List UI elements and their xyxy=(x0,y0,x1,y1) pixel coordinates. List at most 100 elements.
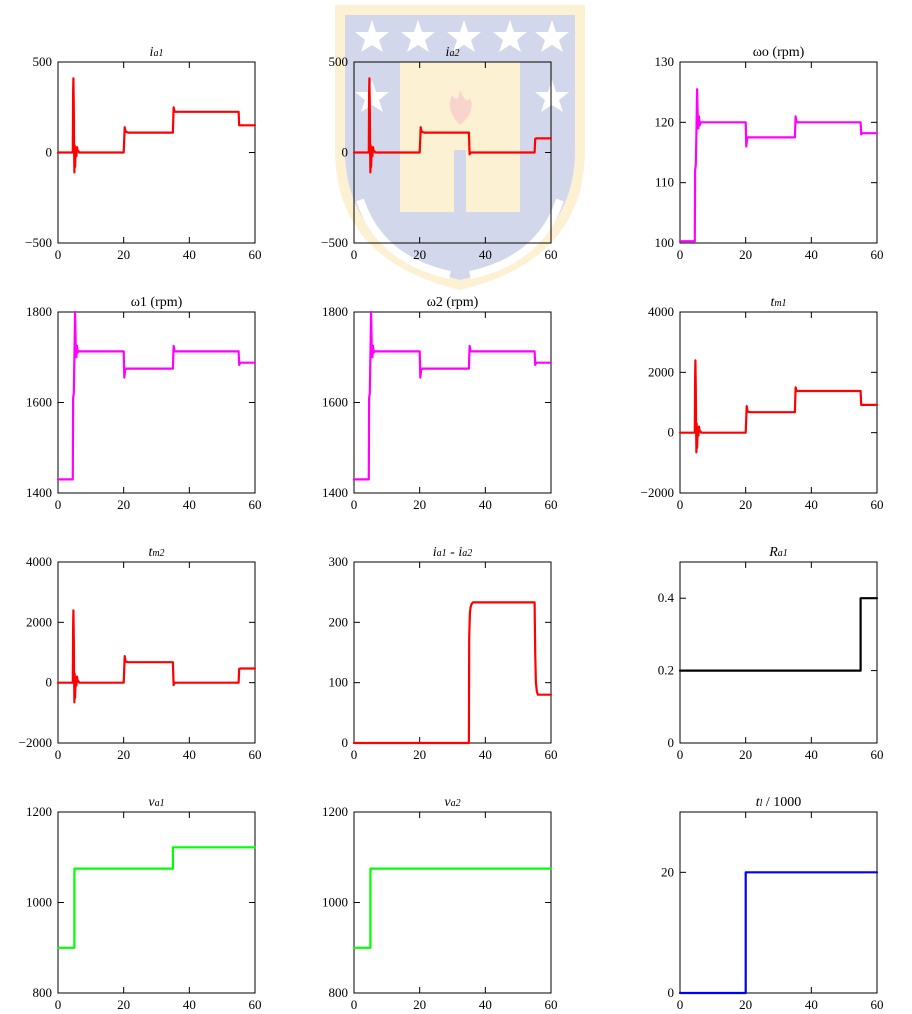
x-tick-label: 40 xyxy=(805,997,818,1012)
subplot-11: 0 20 40 60 800 1000 1200 va2 xyxy=(322,795,558,1012)
x-tick-label: 0 xyxy=(55,247,62,262)
x-tick-label: 20 xyxy=(413,747,426,762)
y-tick-label: 130 xyxy=(655,54,675,69)
y-tick-label: 0.2 xyxy=(658,663,674,678)
x-tick-label: 20 xyxy=(739,247,752,262)
plot-frame xyxy=(57,561,256,744)
y-tick-label: −500 xyxy=(25,235,52,250)
x-tick-label: 0 xyxy=(351,497,358,512)
x-tick-label: 0 xyxy=(677,247,684,262)
y-tick-label: 500 xyxy=(329,54,349,69)
subplot-title: va2 xyxy=(444,795,460,810)
series-line-1 xyxy=(678,88,879,243)
y-tick-label: 0 xyxy=(668,985,675,1000)
plot-frame xyxy=(679,561,878,744)
crest-star-6 xyxy=(355,80,389,112)
x-tick-label: 40 xyxy=(183,247,196,262)
subplot-title: tm1 xyxy=(770,295,786,310)
x-tick-label: 60 xyxy=(545,747,558,762)
x-tick-label: 0 xyxy=(55,997,62,1012)
y-tick-label: 0 xyxy=(668,425,675,440)
series-line-1 xyxy=(56,846,257,949)
subplot-title: ia2 xyxy=(446,45,460,60)
x-tick-label: 20 xyxy=(739,497,752,512)
series-line-1 xyxy=(678,597,879,672)
y-tick-label: 2000 xyxy=(648,364,674,379)
x-tick-label: 20 xyxy=(739,997,752,1012)
crest-torch xyxy=(454,150,466,230)
y-tick-label: 20 xyxy=(661,864,674,879)
series-line-1 xyxy=(678,359,879,454)
subplot-title: Ra1 xyxy=(768,545,788,560)
x-tick-label: 60 xyxy=(871,247,884,262)
y-tick-label: 1200 xyxy=(322,804,348,819)
y-tick-label: 1000 xyxy=(26,895,52,910)
y-tick-label: 4000 xyxy=(648,304,674,319)
plot-frame xyxy=(353,311,552,494)
y-tick-label: −2000 xyxy=(19,735,52,750)
y-tick-label: 1600 xyxy=(322,395,348,410)
x-tick-label: 60 xyxy=(545,497,558,512)
series-line-1 xyxy=(56,310,257,481)
y-tick-label: 800 xyxy=(329,985,349,1000)
crest-shield xyxy=(335,5,585,290)
y-tick-label: 0 xyxy=(668,735,675,750)
series-line-1 xyxy=(352,310,553,481)
x-tick-label: 0 xyxy=(677,497,684,512)
subplot-title: ω1 (rpm) xyxy=(131,295,183,310)
x-tick-label: 20 xyxy=(117,497,130,512)
x-tick-label: 0 xyxy=(55,747,62,762)
y-tick-label: 300 xyxy=(329,554,349,569)
y-tick-label: 2000 xyxy=(26,614,52,629)
x-tick-label: 40 xyxy=(479,247,492,262)
plot-frame xyxy=(679,61,878,244)
series-line-1 xyxy=(352,601,553,745)
plot-frame xyxy=(679,311,878,494)
x-tick-label: 40 xyxy=(183,497,196,512)
series-line-1 xyxy=(56,609,257,704)
series-line-1 xyxy=(352,867,553,949)
x-tick-label: 20 xyxy=(739,747,752,762)
subplot-9: 0 20 40 60 0 0.2 0.4 Ra1 xyxy=(658,545,884,762)
y-tick-label: 500 xyxy=(33,54,53,69)
subplot-title: ia1 - ia2 xyxy=(433,545,472,560)
x-tick-label: 60 xyxy=(545,997,558,1012)
subplot-12: 0 20 40 60 0 20 tl / 1000 xyxy=(661,795,884,1012)
x-tick-label: 0 xyxy=(55,497,62,512)
crest-star-3 xyxy=(447,20,481,52)
subplot-title: ωo (rpm) xyxy=(753,45,805,60)
x-tick-label: 20 xyxy=(413,497,426,512)
plot-frame xyxy=(353,811,552,994)
y-tick-label: 1200 xyxy=(26,804,52,819)
y-tick-label: 110 xyxy=(655,175,674,190)
watermark-crest xyxy=(335,5,585,290)
x-tick-label: 60 xyxy=(249,997,262,1012)
y-tick-label: 1400 xyxy=(322,485,348,500)
y-tick-label: 100 xyxy=(329,675,349,690)
x-tick-label: 20 xyxy=(413,247,426,262)
subplot-8: 0 20 40 60 0 100 200 300 ia1 - ia2 xyxy=(329,545,558,762)
plot-frame xyxy=(679,811,878,994)
x-tick-label: 0 xyxy=(351,247,358,262)
subplot-title: tm2 xyxy=(148,545,164,560)
x-tick-label: 0 xyxy=(351,747,358,762)
y-tick-label: 1800 xyxy=(322,304,348,319)
y-tick-label: 100 xyxy=(655,235,675,250)
series-line-1 xyxy=(678,871,879,995)
y-tick-label: 200 xyxy=(329,614,349,629)
y-tick-label: −500 xyxy=(321,235,348,250)
subplot-4: 0 20 40 60 1400 1600 1800 ω1 (rpm) xyxy=(26,295,262,512)
x-tick-label: 40 xyxy=(479,997,492,1012)
y-tick-label: 0 xyxy=(342,145,349,160)
x-tick-label: 0 xyxy=(677,997,684,1012)
x-tick-label: 60 xyxy=(249,497,262,512)
x-tick-label: 0 xyxy=(351,997,358,1012)
plot-frame xyxy=(57,811,256,994)
subplot-title: va1 xyxy=(148,795,164,810)
crest-stars xyxy=(355,20,569,112)
